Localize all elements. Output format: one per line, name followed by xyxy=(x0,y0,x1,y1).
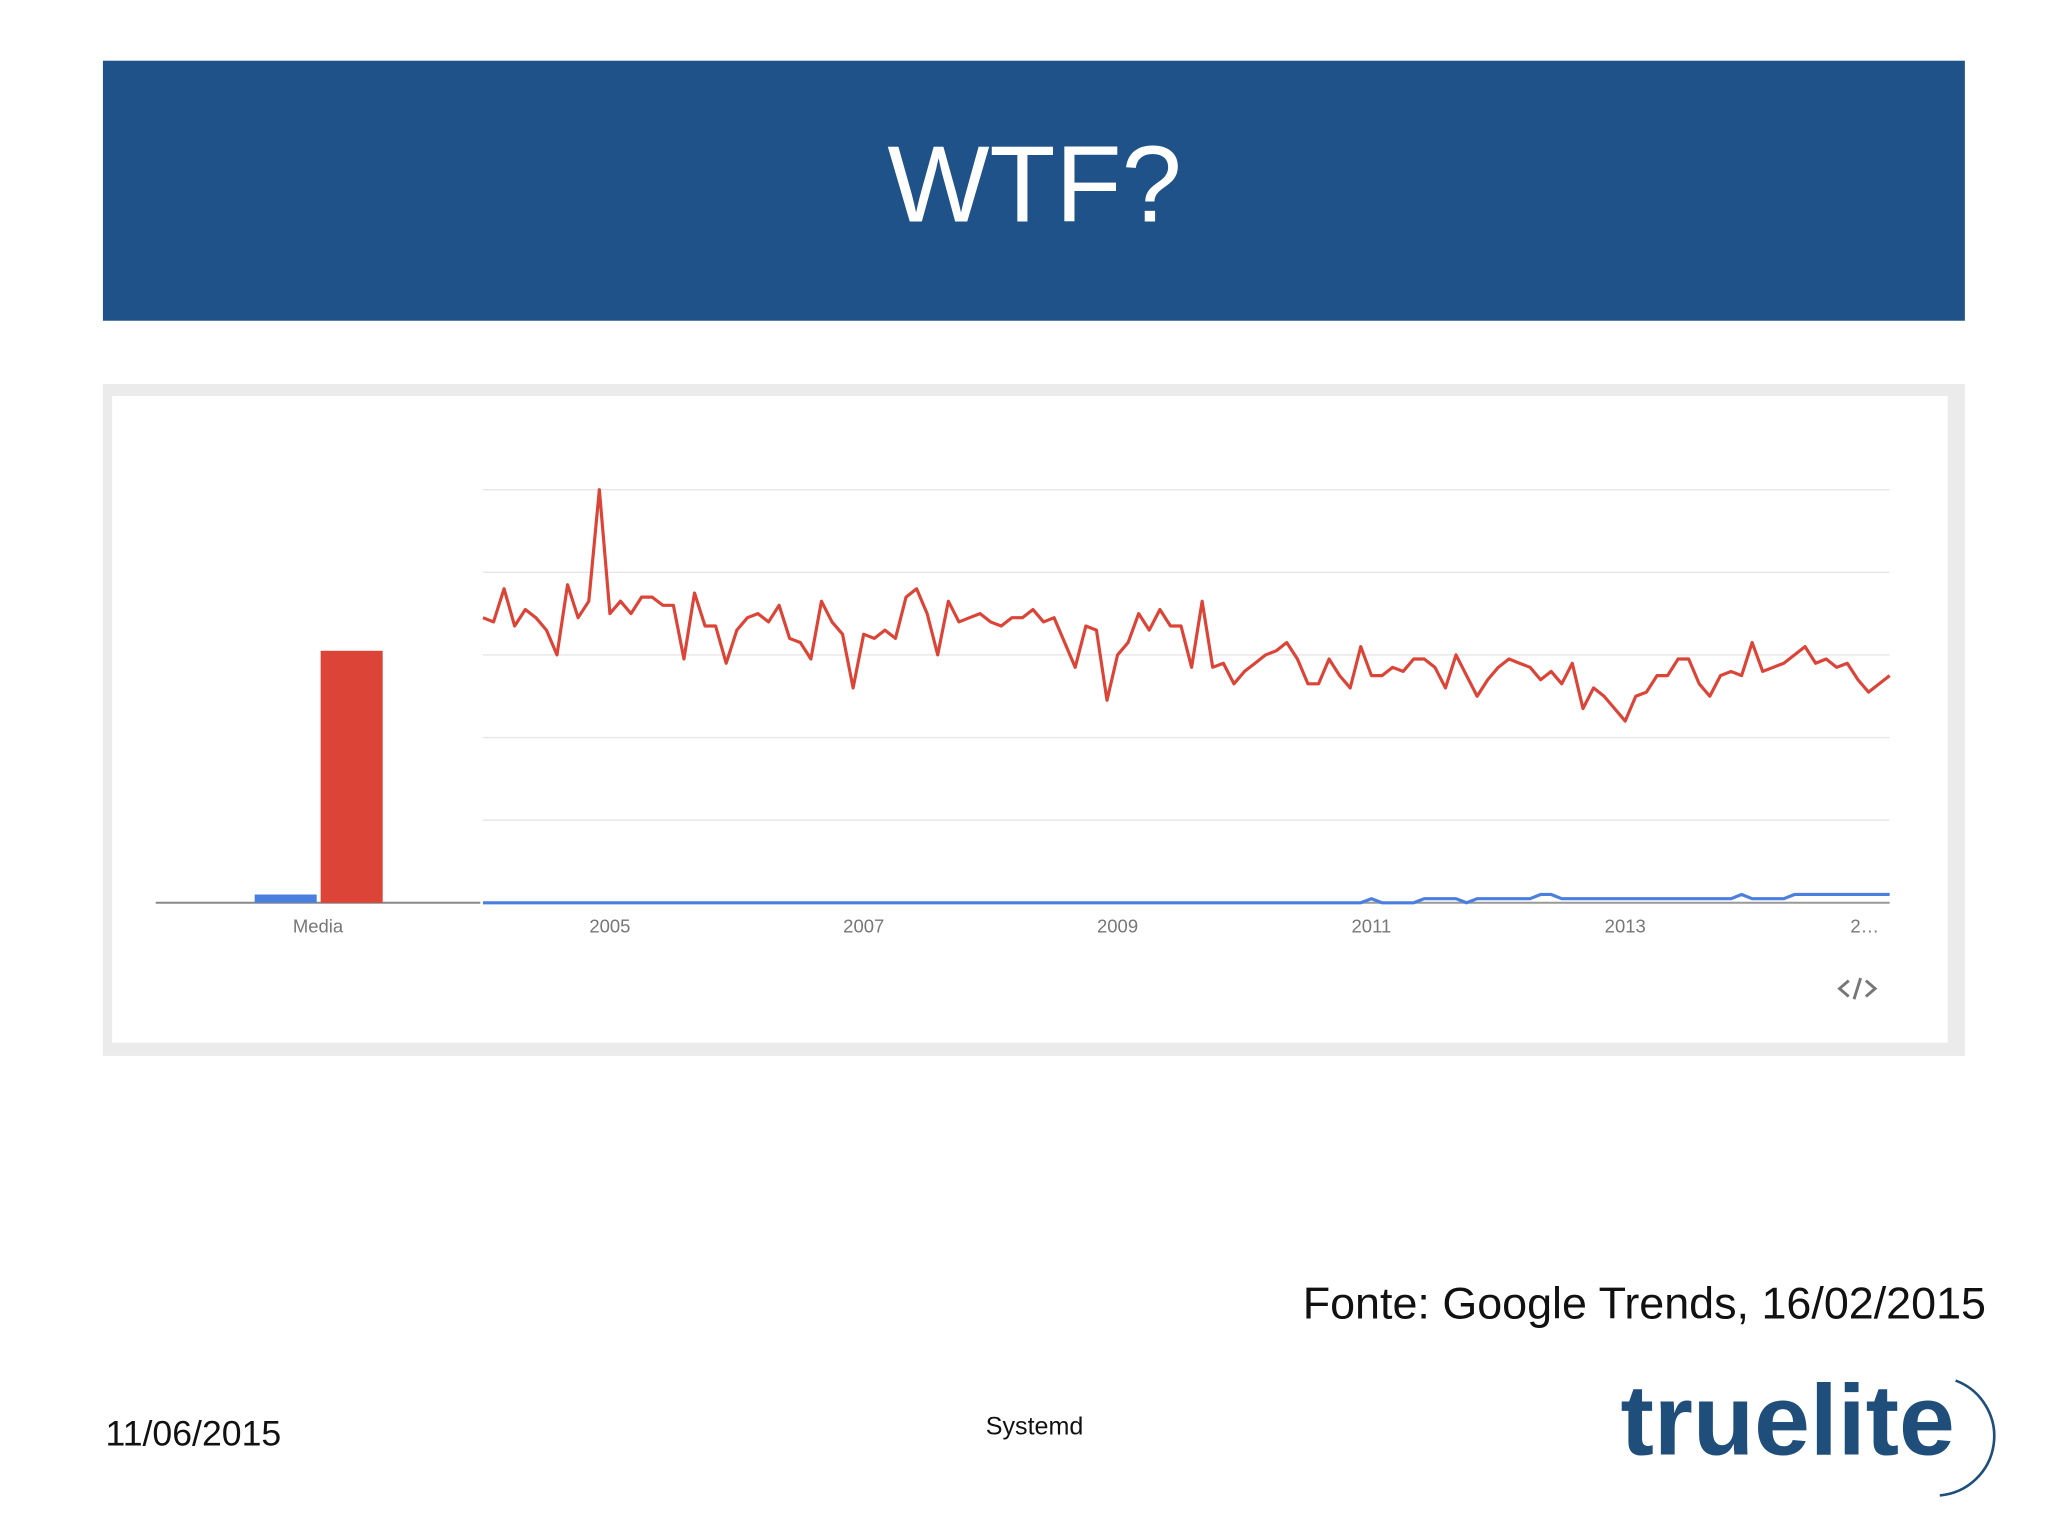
line-series xyxy=(482,488,1891,723)
logo-arc xyxy=(1939,1379,1996,1497)
source-note: Fonte: Google Trends, 16/02/2015 xyxy=(1303,1278,1986,1329)
x-tick-label: 2011 xyxy=(1352,916,1392,937)
x-tick-label: 2005 xyxy=(589,916,630,937)
bar xyxy=(254,894,317,903)
x-tick-label: 2… xyxy=(1850,916,1879,937)
chart-panel xyxy=(112,395,1948,1043)
x-tick-label: 2013 xyxy=(1605,916,1646,937)
line-series xyxy=(482,892,1890,905)
plot: Media 2005 2007 2009 2011 2013 2… xyxy=(155,488,1891,937)
x-tick-label: 2009 xyxy=(1097,916,1138,937)
bar xyxy=(320,650,383,903)
x-tick-label: 2007 xyxy=(843,916,884,937)
embed-icon xyxy=(1837,977,1878,1000)
footer-date: 11/06/2015 xyxy=(106,1413,282,1453)
x-tick-label: Media xyxy=(293,916,344,937)
footer-center: Systemd xyxy=(986,1413,1083,1441)
header-band xyxy=(102,60,1965,321)
slide-title: WTF? xyxy=(887,123,1181,244)
logo: truelite xyxy=(1620,1365,1954,1477)
